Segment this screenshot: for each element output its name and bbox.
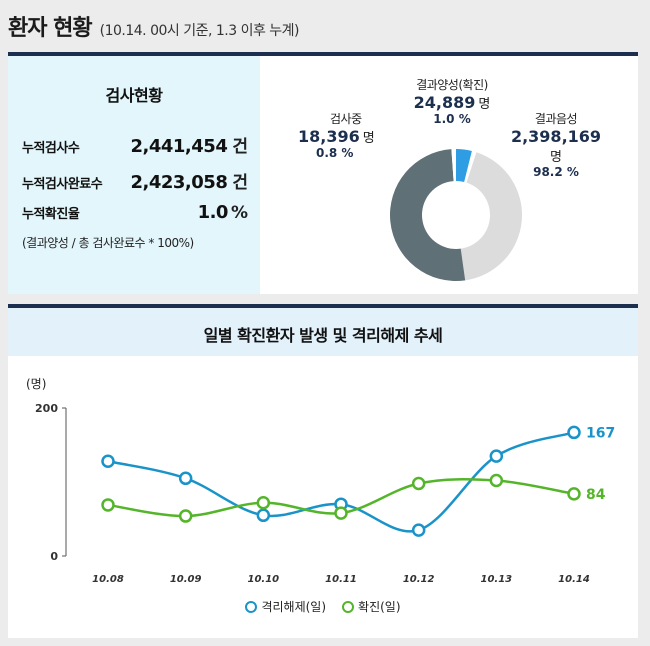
stat-row-total-tests: 누적검사수 2,441,454 건 [22,132,248,157]
data-point [178,471,193,486]
x-tick-label: 10.09 [170,574,202,585]
data-point [178,509,193,523]
data-point [489,449,504,463]
negative-pct: 98.2 % [533,165,579,179]
data-point [256,508,271,523]
end-value-label: 84 [586,487,606,503]
x-tick-label: 10.10 [248,574,280,585]
page-title: 환자 현황 [8,16,93,41]
stat-value-wrap: 1.0% [198,202,248,223]
testing-value: 18,396 [298,127,360,146]
x-tick-label: 10.14 [558,574,590,585]
y-tick-label: 0 [50,550,58,563]
stat-label: 누적검사완료수 [22,177,103,192]
data-point [101,498,115,512]
testing-unit: 명 [362,131,375,146]
data-point [567,487,581,501]
negative-label: 결과음성 2,398,169 명 98.2 % [500,110,612,179]
positive-value: 24,889 [413,93,476,112]
stat-value-wrap: 2,423,058 건 [131,168,249,193]
legend-item-release: 격리해제(일) [245,598,326,615]
legend-label: 격리해제(일) [261,600,327,614]
donut-chart [390,149,522,281]
data-point [411,476,426,491]
x-tick-label: 10.13 [481,574,513,585]
testing-pct: 0.8 % [316,146,354,160]
stat-value: 2,423,058 [130,172,228,193]
positive-pct: 1.0 % [433,112,471,126]
chart-title: 일별 확진환자 발생 및 격리해제 추세 [203,326,443,345]
y-axis-label: (명) [26,377,46,391]
legend-marker-icon [342,600,355,613]
data-point [334,506,348,520]
stat-label: 누적검사수 [22,141,80,156]
x-tick-label: 10.08 [92,574,124,585]
stat-value-wrap: 2,441,454 건 [131,132,249,157]
test-stats-panel: 검사현황 누적검사수 2,441,454 건 누적검사완료수 2,423,058 건… [8,56,260,294]
legend-item-confirmed: 확진(일) [342,598,401,615]
negative-name: 결과음성 [534,112,578,126]
header: 환자 현황 (10.14. 00시 기준, 1.3 이후 누계) [8,10,300,50]
page-subtitle: (10.14. 00시 기준, 1.3 이후 누계) [99,23,300,39]
legend-marker-icon [245,600,258,613]
stat-unit: 건 [232,173,248,193]
data-point [256,495,271,510]
donut-slice-gap [451,149,456,182]
donut-area: 결과양성(확진) 24,889 명 1.0 % 검사중 18,396 명 0.8 %… [260,56,638,294]
testing-name: 검사중 [330,112,362,126]
stat-unit: % [230,203,248,223]
data-point [567,425,581,440]
data-point [101,454,115,469]
donut-slice-negative-light [460,152,522,281]
x-tick-label: 10.12 [403,574,435,585]
positive-name: 결과양성(확진) [416,78,488,92]
stat-value: 2,441,454 [130,136,228,157]
trend-card: 일별 확진환자 발생 및 격리해제 추세 (명) 200 0 167 84 10.0… [8,304,638,638]
stat-unit: 건 [232,137,248,157]
donut-slice-negative-dark [390,149,466,281]
x-tick-label: 10.11 [325,574,357,585]
negative-unit: 명 [550,150,562,165]
chart-legend: 격리해제(일) 확진(일) [8,598,638,615]
end-value-label: 167 [586,425,615,441]
stat-row-positive-rate: 누적확진율 1.0% [22,202,248,223]
stat-row-completed-tests: 누적검사완료수 2,423,058 건 [22,168,248,193]
donut-slice-positive [456,149,472,183]
stat-value: 1.0 [197,202,229,223]
stat-label: 누적확진율 [22,207,80,222]
donut-slice-testing [464,150,477,183]
legend-label: 확진(일) [358,600,401,614]
y-tick-label: 200 [35,402,58,415]
data-point [411,523,426,537]
positive-label: 결과양성(확진) 24,889 명 1.0 % [392,76,512,126]
data-point [489,473,504,488]
stats-note: (결과양성 / 총 검사완료수 * 100%) [22,236,194,250]
stats-title: 검사현황 [105,86,163,105]
chart-title-bar: 일별 확진환자 발생 및 격리해제 추세 [8,308,638,356]
line-chart: (명) 200 0 167 84 10.08 10.09 10.10 10.11 10.12… [26,377,615,585]
positive-unit: 명 [478,97,491,112]
testing-label: 검사중 18,396 명 0.8 % [298,110,408,160]
test-status-card: 검사현황 누적검사수 2,441,454 건 누적검사완료수 2,423,058 건… [8,52,638,294]
negative-value: 2,398,169 [510,127,602,146]
